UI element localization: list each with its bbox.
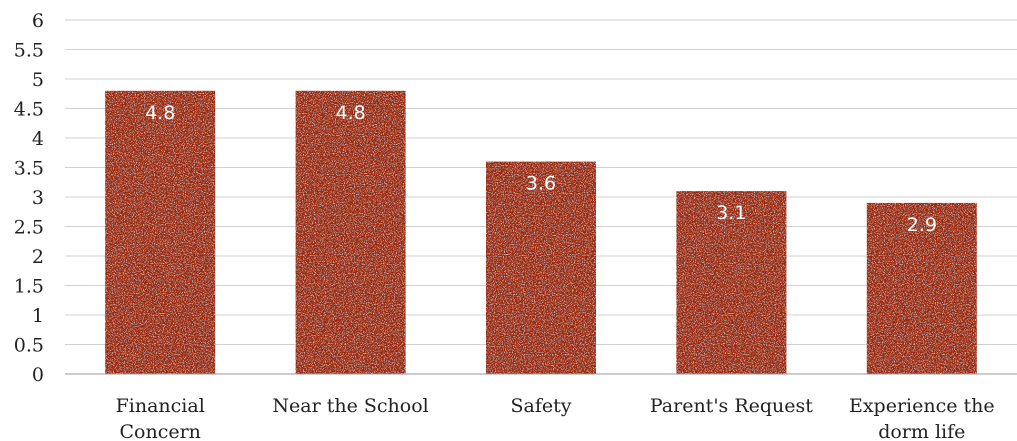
y-axis-tick-labels: 0 0.5 1 1.5 2 2.5 3 3.5 4 4.5 5 5.5 6 bbox=[14, 10, 44, 386]
y-tick-label: 1 bbox=[32, 305, 44, 327]
data-label: 4.8 bbox=[145, 102, 175, 124]
y-tick-label: 5 bbox=[32, 69, 44, 91]
x-axis-category-labels: Financial Concern Near the School Safety Par… bbox=[116, 395, 995, 441]
data-label: 2.9 bbox=[907, 214, 937, 236]
y-tick-label: 0 bbox=[32, 364, 44, 386]
x-category-label: dorm life bbox=[878, 421, 965, 441]
y-tick-label: 3 bbox=[32, 187, 44, 209]
data-labels: 4.8 4.8 3.6 3.1 2.9 bbox=[145, 102, 937, 236]
x-category-label: Parent's Request bbox=[650, 395, 813, 417]
x-category-label: Concern bbox=[119, 421, 200, 441]
bar bbox=[105, 90, 216, 375]
data-label: 3.1 bbox=[716, 202, 746, 224]
bar bbox=[486, 161, 596, 374]
y-tick-label: 0.5 bbox=[14, 335, 44, 357]
y-tick-label: 5.5 bbox=[14, 40, 44, 62]
bar bbox=[295, 90, 406, 375]
bar bbox=[866, 202, 977, 374]
x-category-label: Safety bbox=[511, 395, 572, 417]
x-category-label: Experience the bbox=[849, 395, 995, 417]
y-tick-label: 6 bbox=[32, 10, 44, 32]
y-tick-label: 2.5 bbox=[14, 217, 44, 239]
y-tick-label: 3.5 bbox=[14, 158, 44, 180]
y-tick-label: 4.5 bbox=[14, 99, 44, 121]
y-tick-label: 1.5 bbox=[14, 276, 44, 298]
y-tick-label: 2 bbox=[32, 246, 44, 268]
bars bbox=[105, 90, 977, 375]
data-label: 3.6 bbox=[526, 173, 556, 195]
x-category-label: Near the School bbox=[272, 395, 428, 417]
data-label: 4.8 bbox=[335, 102, 365, 124]
y-tick-label: 4 bbox=[32, 128, 44, 150]
x-category-label: Financial bbox=[116, 395, 205, 417]
bar bbox=[676, 191, 787, 374]
